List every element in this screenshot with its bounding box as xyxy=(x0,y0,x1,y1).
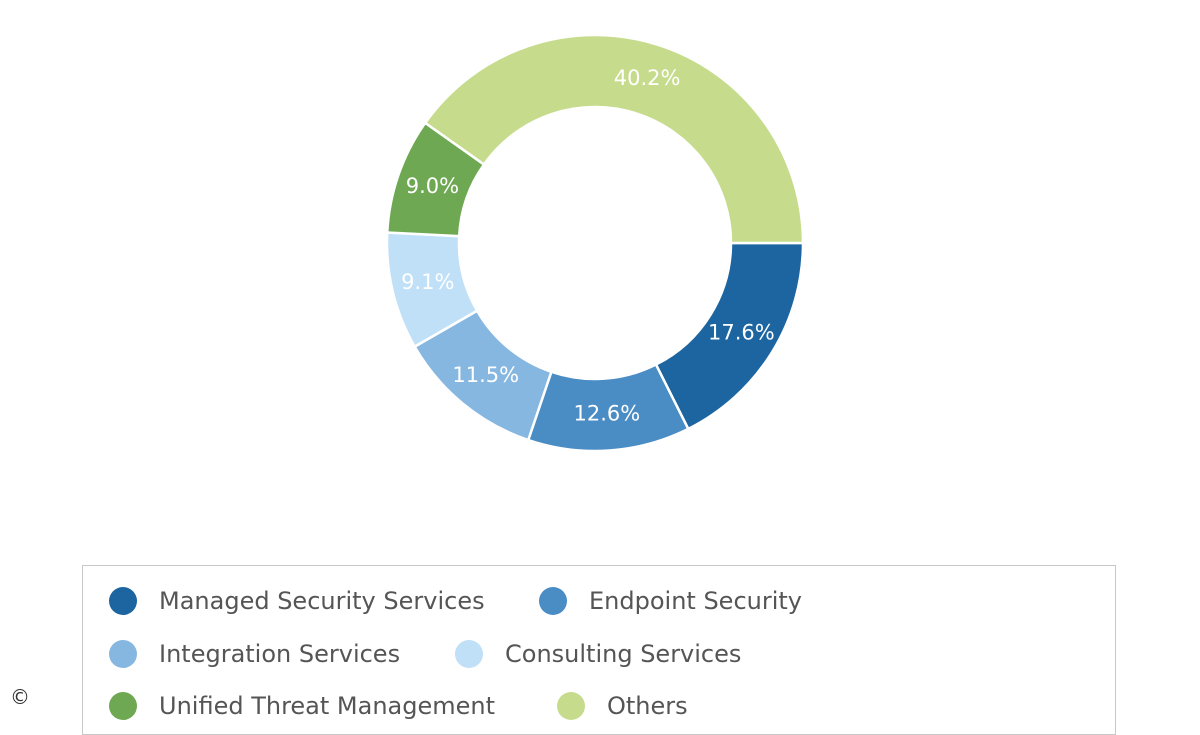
legend-label: Endpoint Security xyxy=(589,587,802,615)
slice-value-label: 17.6% xyxy=(708,320,775,344)
legend-item-unified-threat-management[interactable]: Unified Threat Management xyxy=(109,691,495,721)
legend-item-integration-services[interactable]: Integration Services xyxy=(109,639,400,669)
legend-swatch xyxy=(455,640,483,668)
slice-value-label: 11.5% xyxy=(452,363,519,387)
slice-value-label: 9.1% xyxy=(401,270,454,294)
donut-slice-labels: 17.6% 12.6% 11.5% 9.1% 9.0% 40.2% xyxy=(401,66,775,426)
slice-value-label: 9.0% xyxy=(406,174,459,198)
slice-value-label: 12.6% xyxy=(574,402,641,426)
legend-label: Unified Threat Management xyxy=(159,692,496,720)
legend-item-consulting-services[interactable]: Consulting Services xyxy=(455,639,741,669)
legend-swatch xyxy=(109,587,137,615)
legend-swatch xyxy=(109,692,137,720)
slice-value-label: 40.2% xyxy=(614,66,681,90)
donut-slices xyxy=(385,33,805,453)
legend-item-managed-security-services[interactable]: Managed Security Services xyxy=(109,586,485,616)
legend-swatch xyxy=(539,587,567,615)
legend-label: Others xyxy=(607,692,688,720)
legend-swatch xyxy=(557,692,585,720)
legend-swatch xyxy=(109,640,137,668)
legend-label: Integration Services xyxy=(159,640,401,668)
slice-others[interactable] xyxy=(423,33,805,245)
legend-item-endpoint-security[interactable]: Endpoint Security xyxy=(539,586,802,616)
legend-label: Managed Security Services xyxy=(159,587,485,615)
legend-item-others[interactable]: Others xyxy=(557,691,688,721)
legend-label: Consulting Services xyxy=(505,640,742,668)
copyright-icon: © xyxy=(10,685,30,709)
donut-chart: 17.6% 12.6% 11.5% 9.1% 9.0% 40.2% xyxy=(385,33,805,453)
chart-legend: Managed Security Services Endpoint Secur… xyxy=(82,565,1116,735)
